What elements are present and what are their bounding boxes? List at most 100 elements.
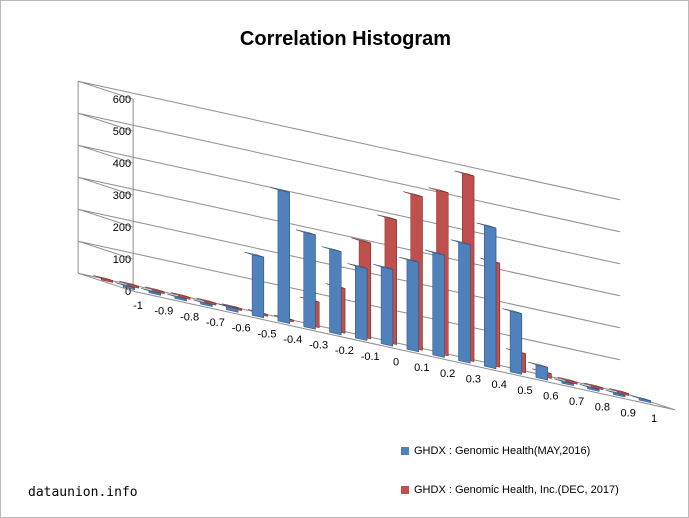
legend-label-series-2: GHDX : Genomic Health, Inc.(DEC, 2017) xyxy=(414,484,619,496)
x-tick-label: 0.3 xyxy=(466,373,481,385)
x-tick-label: -0.3 xyxy=(309,340,328,352)
x-tick-label: 0.9 xyxy=(621,407,636,419)
bar-top xyxy=(351,237,371,244)
bar-front xyxy=(251,254,265,319)
bar-top xyxy=(373,264,393,270)
bar-top xyxy=(528,361,548,368)
series-1-bars xyxy=(115,187,652,404)
legend-item-series-2: GHDX : Genomic Health, Inc.(DEC, 2017) xyxy=(401,484,619,496)
x-tick-label: -0.5 xyxy=(258,328,277,340)
legend-swatch-series-2 xyxy=(401,486,409,494)
bar xyxy=(528,361,548,381)
bar-top xyxy=(295,229,316,236)
bar xyxy=(609,388,630,396)
bar-top xyxy=(557,376,578,383)
bar-top xyxy=(119,280,139,287)
bar-top xyxy=(166,293,187,300)
legend-label-series-1: GHDX : Genomic Health(MAY,2016) xyxy=(414,445,591,457)
bar-top xyxy=(141,288,161,294)
bar-front xyxy=(432,252,445,358)
bar-top xyxy=(450,239,471,245)
bar xyxy=(450,239,471,364)
bar xyxy=(321,246,342,336)
bar-top xyxy=(583,382,604,389)
bar-front xyxy=(380,266,394,347)
bar xyxy=(244,251,265,319)
bar xyxy=(424,249,445,358)
bar xyxy=(631,395,652,404)
x-tick-label: -0.4 xyxy=(283,334,302,346)
bar-front xyxy=(406,259,419,353)
y-tick-label: 0 xyxy=(125,286,131,298)
x-tick-label: 0.8 xyxy=(595,402,610,414)
bar-top xyxy=(144,286,165,293)
bar-top xyxy=(244,251,264,258)
x-tick-label: 0.4 xyxy=(492,379,507,391)
bar xyxy=(119,280,139,289)
gridline xyxy=(77,240,621,361)
gridline xyxy=(77,80,621,201)
bar-top xyxy=(399,256,419,263)
bar xyxy=(373,264,394,347)
bar xyxy=(141,288,161,296)
bar-top xyxy=(115,282,135,289)
x-tick-label: 1 xyxy=(651,413,657,425)
bar xyxy=(502,308,523,375)
gridline xyxy=(77,112,621,233)
bar xyxy=(553,378,574,387)
bar xyxy=(347,263,368,341)
bar xyxy=(399,256,419,353)
bar-top xyxy=(347,263,368,269)
bar xyxy=(476,222,497,370)
x-tick-label: -0.2 xyxy=(335,345,354,357)
bar xyxy=(144,286,165,295)
bar-top xyxy=(502,308,522,314)
bar xyxy=(218,303,239,313)
watermark-text: dataunion.info xyxy=(28,485,138,500)
bar-top xyxy=(192,299,213,305)
x-tick-label: -0.8 xyxy=(180,311,199,323)
bar xyxy=(295,229,316,330)
bar-top xyxy=(377,214,397,221)
bar xyxy=(115,282,136,291)
bar xyxy=(192,299,213,307)
bar-top xyxy=(553,378,574,385)
bar-top xyxy=(454,170,475,177)
bar-top xyxy=(93,275,113,281)
y-tick-label: 300 xyxy=(113,190,131,202)
bar xyxy=(583,382,604,391)
gridline xyxy=(77,176,621,297)
bar-top xyxy=(428,187,449,193)
y-tick-label: 400 xyxy=(113,158,131,170)
x-tick-label: -0.6 xyxy=(232,323,251,335)
bar-front xyxy=(329,248,342,336)
x-tick-label: 0.1 xyxy=(414,362,429,374)
legend-swatch-series-1 xyxy=(401,447,409,455)
y-tick-label: 200 xyxy=(113,222,131,234)
chart-title: Correlation Histogram xyxy=(239,28,452,50)
bar-front xyxy=(355,265,368,341)
x-tick-label: 0.7 xyxy=(569,396,584,408)
bar xyxy=(605,389,626,398)
bar-top xyxy=(424,249,445,256)
bar-top xyxy=(631,395,651,402)
x-tick-label: -0.9 xyxy=(154,306,173,318)
gridline xyxy=(77,144,621,265)
x-tick-label: 0.5 xyxy=(517,385,532,397)
x-tick-label: 0.2 xyxy=(440,368,455,380)
bar-front xyxy=(458,241,471,364)
bar-front xyxy=(484,225,497,370)
x-tick-label: -0.7 xyxy=(206,317,225,329)
bar xyxy=(170,292,191,300)
bar-top xyxy=(605,389,626,396)
bar xyxy=(93,275,114,283)
x-tick-label: 0 xyxy=(393,357,399,369)
x-tick-label: -0.1 xyxy=(361,351,380,363)
bar-top xyxy=(579,384,600,390)
bar-front xyxy=(303,231,316,330)
bar xyxy=(270,187,290,324)
bar-top xyxy=(609,388,629,394)
x-tick-label: -1 xyxy=(133,300,143,312)
